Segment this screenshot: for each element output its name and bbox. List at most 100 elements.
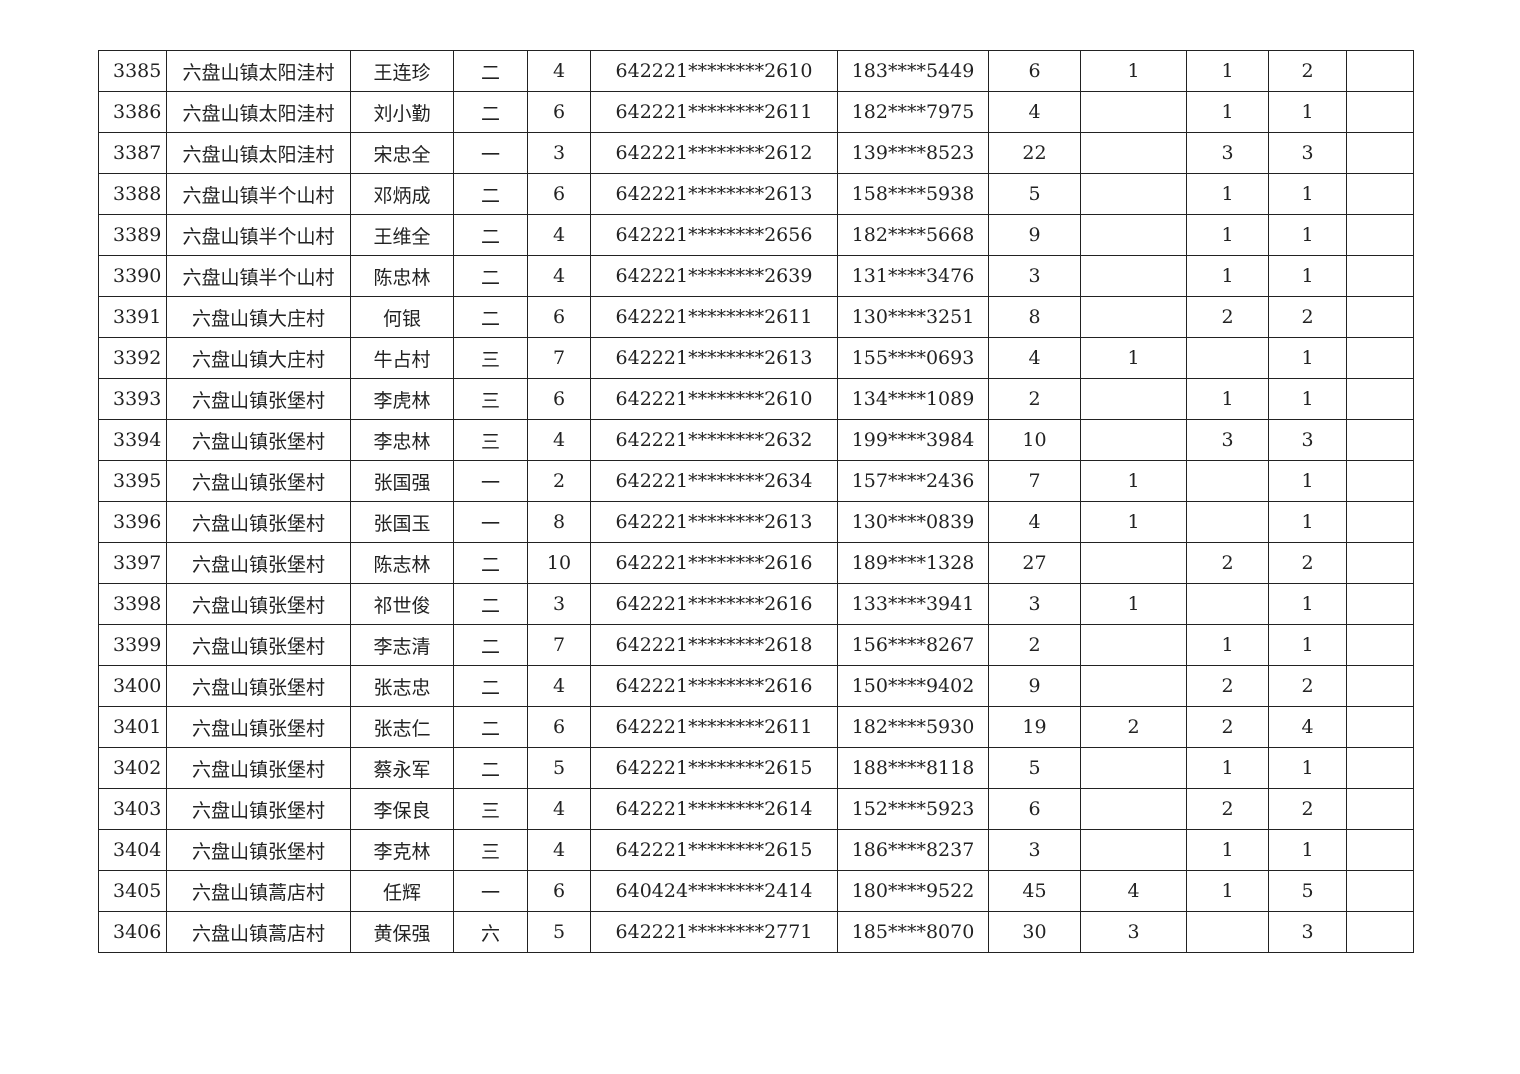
cell-row-number: 3390 [98,255,167,297]
cell-row-number: 3389 [98,214,167,256]
cell-value-total: 1 [1268,583,1347,625]
cell-row-number: 3401 [98,706,167,748]
cell-value-a: 3 [988,829,1081,871]
cell-village: 六盘山镇半个山村 [166,255,351,297]
cell-value-c: 2 [1186,665,1269,707]
table-row: 3391 六盘山镇大庄村 何银二 6 642221********2611 130****… [98,296,1414,338]
cell-value-c: 1 [1186,747,1269,789]
cell-value-total: 1 [1268,829,1347,871]
cell-phone: 183****5449 [837,50,989,92]
cell-village: 六盘山镇太阳洼村 [166,91,351,133]
cell-value-a: 5 [988,173,1081,215]
cell-phone: 186****8237 [837,829,989,871]
cell-value-b: 4 [1080,870,1187,912]
cell-name: 陈志林 [350,542,454,584]
cell-village: 六盘山镇蒿店村 [166,911,351,953]
cell-value-total: 1 [1268,624,1347,666]
cell-row-number: 3405 [98,870,167,912]
cell-row-number: 3403 [98,788,167,830]
cell-category: 三 [453,337,528,379]
cell-remark [1346,747,1414,789]
cell-value-a: 3 [988,583,1081,625]
cell-name: 祁世俊 [350,583,454,625]
cell-category: 二 [453,296,528,338]
cell-name: 宋忠全 [350,132,454,174]
cell-value-b [1080,255,1187,297]
cell-phone: 180****9522 [837,870,989,912]
cell-name: 蔡永军 [350,747,454,789]
cell-village: 六盘山镇张堡村 [166,542,351,584]
cell-id-number: 642221********2614 [590,788,838,830]
cell-name: 邓炳成 [350,173,454,215]
cell-category: 二 [453,91,528,133]
cell-village: 六盘山镇大庄村 [166,337,351,379]
cell-value-total: 1 [1268,747,1347,789]
cell-name: 张志忠 [350,665,454,707]
cell-remark [1346,337,1414,379]
cell-village: 六盘山镇张堡村 [166,378,351,420]
cell-category: 六 [453,911,528,953]
cell-name: 何银 [350,296,454,338]
cell-value-c: 1 [1186,255,1269,297]
cell-phone: 131****3476 [837,255,989,297]
cell-village: 六盘山镇张堡村 [166,706,351,748]
cell-value-b: 1 [1080,501,1187,543]
cell-id-number: 642221********2634 [590,460,838,502]
cell-value-c [1186,911,1269,953]
cell-row-number: 3398 [98,583,167,625]
cell-count: 10 [527,542,591,584]
table-row: 3403 六盘山镇张堡村 李保良三 4 642221********2614 152***… [98,788,1414,830]
cell-category: 二 [453,214,528,256]
cell-value-b [1080,296,1187,338]
cell-category: 一 [453,460,528,502]
table-row: 3387 六盘山镇太阳洼村 宋忠全一 3 642221********2612 139**… [98,132,1414,174]
cell-value-c: 3 [1186,132,1269,174]
cell-value-a: 10 [988,419,1081,461]
cell-name: 李虎林 [350,378,454,420]
cell-phone: 134****1089 [837,378,989,420]
cell-row-number: 3388 [98,173,167,215]
cell-value-c [1186,460,1269,502]
cell-remark [1346,91,1414,133]
cell-value-b [1080,829,1187,871]
cell-row-number: 3397 [98,542,167,584]
cell-value-total: 1 [1268,501,1347,543]
cell-row-number: 3402 [98,747,167,789]
cell-value-c: 2 [1186,788,1269,830]
table-row: 3394 六盘山镇张堡村 李忠林三 4 642221********2632 199***… [98,419,1414,461]
cell-value-b [1080,542,1187,584]
cell-value-a: 3 [988,255,1081,297]
cell-id-number: 642221********2616 [590,665,838,707]
cell-phone: 155****0693 [837,337,989,379]
cell-category: 三 [453,378,528,420]
cell-value-c: 1 [1186,829,1269,871]
cell-value-c: 3 [1186,419,1269,461]
cell-remark [1346,460,1414,502]
cell-value-total: 5 [1268,870,1347,912]
cell-id-number: 642221********2613 [590,173,838,215]
cell-count: 8 [527,501,591,543]
cell-value-b [1080,419,1187,461]
cell-phone: 185****8070 [837,911,989,953]
cell-phone: 188****8118 [837,747,989,789]
cell-category: 三 [453,788,528,830]
cell-phone: 150****9402 [837,665,989,707]
cell-value-total: 3 [1268,419,1347,461]
cell-name: 李志清 [350,624,454,666]
cell-value-b [1080,378,1187,420]
cell-value-b: 2 [1080,706,1187,748]
cell-category: 一 [453,501,528,543]
cell-value-b [1080,214,1187,256]
cell-name: 黄保强 [350,911,454,953]
table-row: 3400 六盘山镇张堡村 张志忠二 4 642221********2616 150***… [98,665,1414,707]
cell-value-b [1080,173,1187,215]
cell-value-c: 2 [1186,296,1269,338]
cell-count: 7 [527,337,591,379]
cell-village: 六盘山镇太阳洼村 [166,50,351,92]
cell-value-a: 19 [988,706,1081,748]
table-row: 3389 六盘山镇半个山村 王维全二 4 642221********2656 182**… [98,214,1414,256]
cell-row-number: 3399 [98,624,167,666]
cell-category: 一 [453,132,528,174]
cell-value-b: 1 [1080,337,1187,379]
cell-remark [1346,255,1414,297]
